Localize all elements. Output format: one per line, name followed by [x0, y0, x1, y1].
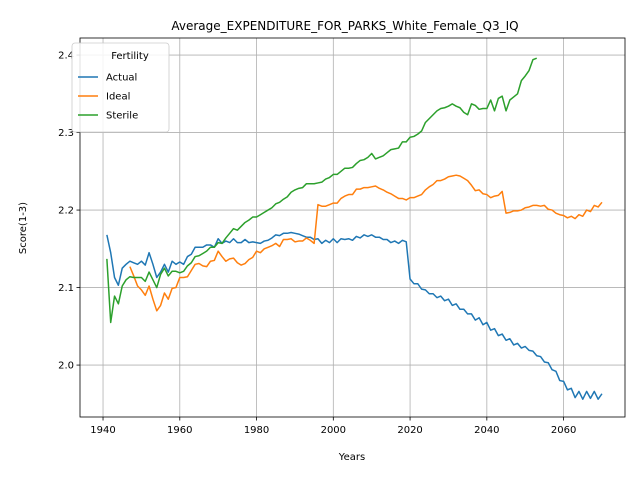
x-tick-label: 2060 — [551, 425, 576, 436]
legend: Fertility Actual Ideal Sterile — [72, 43, 169, 132]
legend-title: Fertility — [111, 51, 149, 62]
y-tick-label: 2.2 — [58, 206, 74, 217]
x-tick-label: 2020 — [397, 425, 422, 436]
series-line-ideal — [130, 175, 602, 311]
legend-label-actual: Actual — [106, 73, 137, 84]
x-tick-label: 1980 — [244, 425, 269, 436]
series-line-actual — [107, 233, 602, 400]
legend-label-ideal: Ideal — [106, 92, 130, 103]
x-tick-label: 2000 — [321, 425, 346, 436]
chart-title: Average_EXPENDITURE_FOR_PARKS_White_Fema… — [171, 19, 518, 33]
x-tick-label: 2040 — [474, 425, 499, 436]
y-tick-label: 2.0 — [58, 361, 74, 372]
x-axis-label: Years — [338, 452, 365, 463]
x-axis-ticks: 1940 1960 1980 2000 2020 2040 2060 — [90, 417, 576, 436]
y-tick-label: 2.3 — [58, 128, 74, 139]
series-lines — [107, 58, 602, 399]
y-tick-label: 2.1 — [58, 283, 74, 294]
legend-label-sterile: Sterile — [106, 111, 138, 122]
x-tick-label: 1940 — [90, 425, 115, 436]
series-line-sterile — [107, 58, 537, 322]
x-tick-label: 1960 — [167, 425, 192, 436]
y-axis-label: Score(1-3) — [18, 202, 29, 254]
